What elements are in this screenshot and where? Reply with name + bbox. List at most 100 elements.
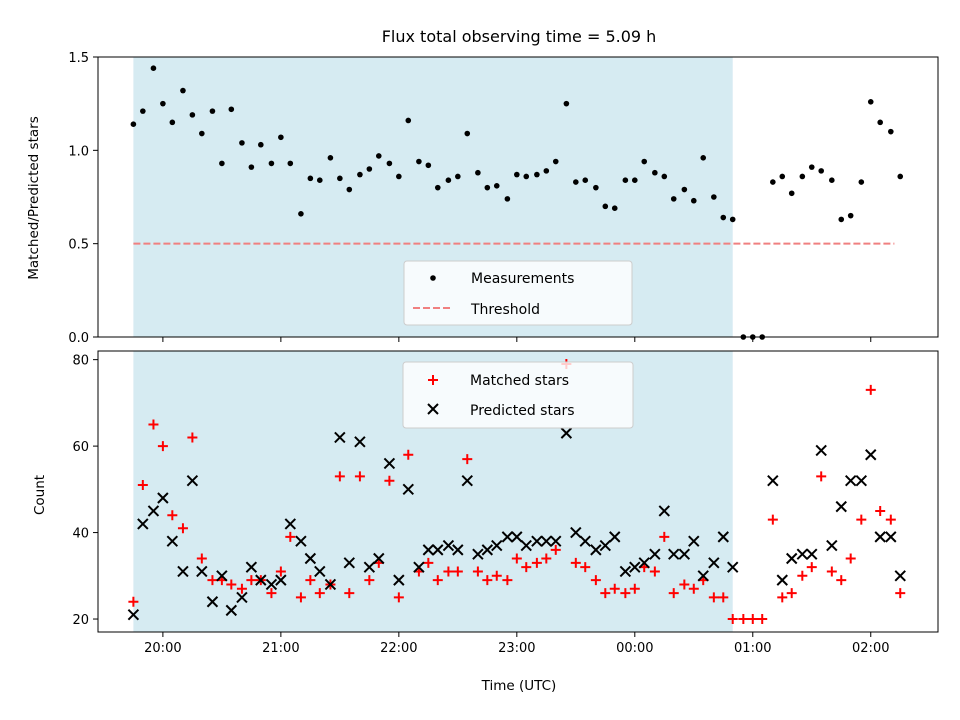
- x-axis-label: Time (UTC): [481, 678, 557, 694]
- legend-box: [402, 361, 634, 429]
- x-tick-label: 01:00: [734, 641, 771, 656]
- matched-star-point: [688, 583, 699, 594]
- matched-star-point: [757, 614, 768, 625]
- matched-star-point: [502, 575, 513, 586]
- matched-star-point: [423, 557, 434, 568]
- predicted-star-point: [688, 535, 700, 547]
- matched-star-point: [443, 566, 454, 577]
- measurement-point: [307, 175, 314, 182]
- matched-star-point: [472, 566, 483, 577]
- measurement-point: [573, 179, 579, 185]
- top-plot-frame: [97, 56, 939, 338]
- matched-star-point: [738, 614, 749, 625]
- measurement-point: [770, 179, 776, 185]
- measurement-point: [228, 106, 235, 113]
- measurement-point: [209, 108, 216, 114]
- predicted-star-point: [402, 483, 414, 496]
- bottom-panel: 20:00 21:00 22:00 23:00 00:00 01:00 02:00 20 40 6…: [72, 350, 939, 656]
- measurement-point: [366, 166, 373, 172]
- predicted-star-point: [432, 544, 444, 556]
- predicted-star-point: [137, 518, 149, 530]
- measurement-point: [543, 168, 550, 174]
- predicted-star-point: [452, 544, 464, 556]
- predicted-star-point: [422, 544, 435, 556]
- predicted-star-point: [245, 561, 258, 573]
- measurement-point: [552, 158, 559, 165]
- predicted-star-point: [472, 548, 484, 560]
- measurement-point: [729, 216, 736, 223]
- measurement-point: [681, 186, 688, 193]
- measurement-point: [239, 140, 245, 146]
- y-tick-label: 20: [72, 613, 89, 628]
- measurement-point: [327, 155, 334, 161]
- x-tick-label: 00:00: [616, 641, 653, 656]
- predicted-star-point: [767, 474, 779, 487]
- matched-star-point: [620, 588, 631, 599]
- predicted-star-point: [314, 565, 326, 578]
- predicted-star-point: [275, 574, 287, 586]
- bottom-y-axis-label: Count: [32, 475, 48, 515]
- measurement-point: [268, 160, 275, 167]
- matched-star-point: [600, 588, 611, 599]
- measurement-point: [130, 121, 137, 127]
- predicted-star-point: [413, 561, 425, 573]
- predicted-star-point: [255, 574, 267, 586]
- matched-star-point: [462, 454, 473, 465]
- y-tick-label: 1.0: [68, 144, 89, 159]
- matched-star-point: [177, 523, 188, 534]
- predicted-star-point: [334, 431, 346, 444]
- legend-label: Predicted stars: [470, 403, 575, 419]
- measurement-point: [396, 173, 402, 180]
- matched-star-point: [767, 514, 778, 525]
- y-tick-label: 0.0: [68, 331, 89, 346]
- matched-star-point: [187, 432, 198, 443]
- x-tick-label: 02:00: [852, 641, 889, 656]
- measurement-point: [425, 162, 432, 169]
- predicted-star-point: [658, 505, 670, 517]
- matched-star-point: [236, 583, 247, 594]
- matched-star-point: [137, 480, 148, 491]
- predicted-star-point: [727, 561, 739, 573]
- predicted-star-point: [619, 565, 632, 578]
- predicted-star-point: [442, 539, 455, 552]
- predicted-star-point: [127, 609, 140, 621]
- matched-star-point: [845, 553, 856, 564]
- legend-label: Matched stars: [470, 373, 569, 389]
- measurement-point: [867, 99, 874, 105]
- predicted-star-point: [865, 449, 877, 461]
- predicted-star-point: [304, 552, 317, 565]
- measurement-point: [346, 186, 353, 193]
- measurement-point: [337, 175, 343, 182]
- predicted-star-point: [186, 474, 199, 487]
- matched-star-point: [157, 441, 168, 452]
- matched-star-point: [708, 592, 719, 603]
- predicted-star-point: [717, 531, 729, 543]
- measurement-point: [534, 171, 540, 178]
- measurement-point: [258, 141, 264, 148]
- measurement-point: [858, 179, 865, 185]
- measurement-point: [180, 87, 186, 94]
- matched-star-point: [826, 566, 837, 577]
- matched-star-point: [403, 449, 414, 460]
- predicted-star-point: [560, 427, 573, 439]
- measurement-point: [386, 160, 393, 167]
- measurement-point: [160, 100, 166, 107]
- matched-star-point: [207, 575, 218, 586]
- measurement-point: [140, 108, 146, 114]
- measurement-point: [169, 119, 176, 126]
- predicted-star-point: [383, 457, 396, 470]
- matched-star-point: [590, 575, 601, 586]
- measurement-point: [475, 169, 481, 176]
- measurement-point: [799, 173, 806, 180]
- measurement-point: [700, 155, 707, 161]
- legend-label: Measurements: [471, 271, 574, 287]
- y-tick-label: 80: [72, 354, 89, 369]
- measurement-point: [670, 196, 677, 202]
- measurement-point: [316, 177, 323, 183]
- predicted-star-point: [373, 552, 385, 565]
- matched-star-point: [727, 614, 738, 625]
- matched-star-point: [364, 575, 375, 586]
- matched-star-point: [275, 566, 286, 577]
- matched-star-point: [285, 531, 296, 542]
- matched-star-point: [570, 557, 581, 568]
